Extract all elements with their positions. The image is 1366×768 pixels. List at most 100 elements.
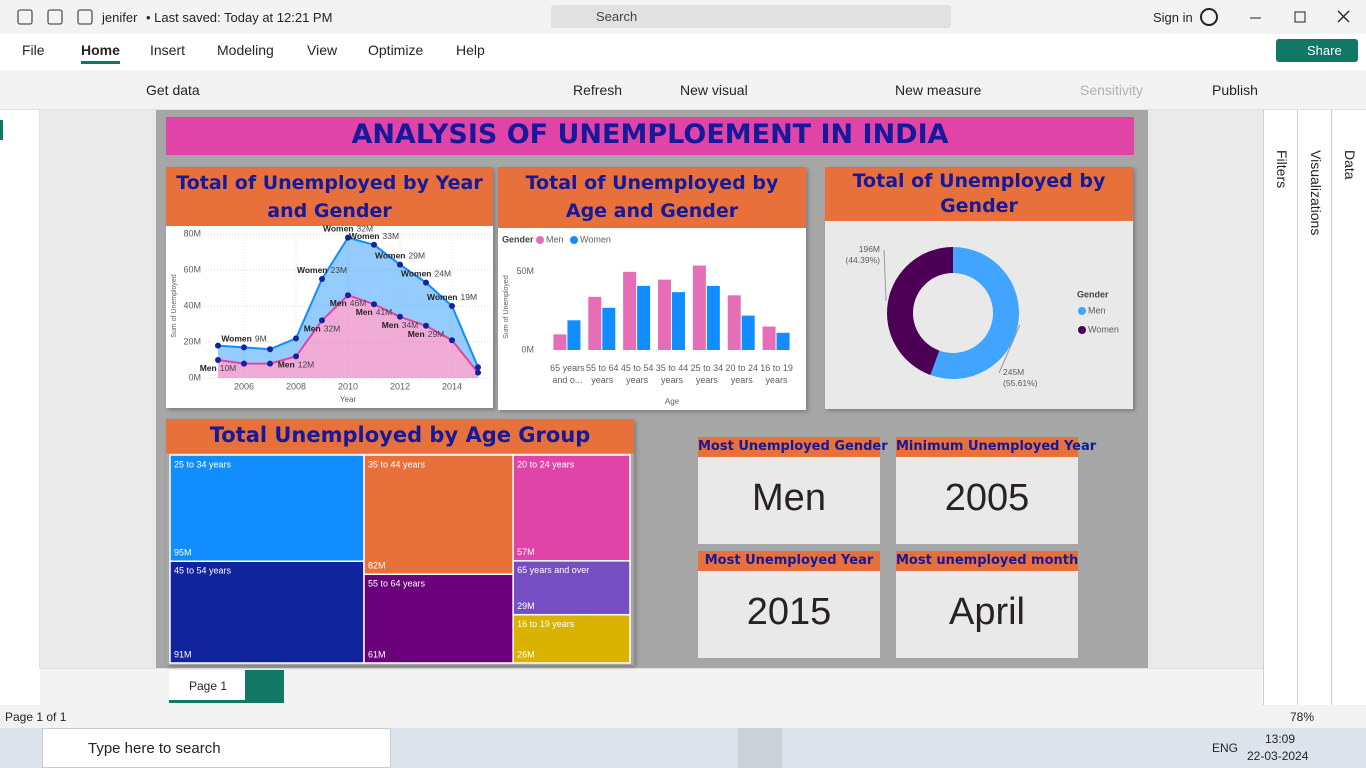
x-tick-label: 65 years and o... — [550, 363, 585, 385]
visual-header — [166, 167, 493, 226]
data-label: Women 24M — [401, 269, 451, 279]
toolbar-icon — [47, 9, 63, 25]
clock-date: 22-03-2024 — [1247, 749, 1309, 763]
tile-value: 57M — [517, 547, 535, 557]
data-label: 196M (44.39%) — [846, 244, 881, 265]
tile-value: 61M — [368, 649, 386, 659]
search-label: Search — [596, 9, 638, 24]
ribbon-button[interactable]: New visual — [680, 82, 748, 98]
page-tab-label: Page 1 — [189, 679, 228, 693]
bar — [637, 285, 651, 350]
menu-tab[interactable]: Home — [81, 42, 120, 58]
data-label-series: Women — [323, 224, 354, 234]
bar — [602, 307, 616, 350]
tile-label: 65 years and over — [517, 565, 589, 575]
data-label: Women 9M — [221, 334, 266, 344]
maximize — [1294, 11, 1306, 23]
data-label-value: 10M — [220, 363, 237, 373]
legend-title: Gender — [1077, 289, 1109, 299]
ribbon-button[interactable]: Get data — [146, 82, 200, 98]
ribbon — [0, 70, 1366, 110]
data-label-value: 29M — [428, 329, 445, 339]
ribbon-button[interactable]: Publish — [1212, 82, 1258, 98]
data-label: Men 34M — [382, 320, 419, 330]
menu-tab[interactable]: Help — [456, 42, 485, 58]
x-tick-label: 45 to 54 years — [620, 363, 654, 385]
tile-label: 25 to 34 years — [174, 459, 232, 469]
data-point — [241, 344, 247, 351]
legend-swatch — [536, 236, 544, 244]
card-value: 2015 — [746, 591, 832, 633]
data-label-value: 9M — [255, 334, 267, 344]
menu-tab[interactable]: Insert — [150, 42, 186, 58]
area — [218, 295, 478, 378]
menu-tab[interactable]: View — [307, 42, 338, 58]
ribbon-button[interactable]: Refresh — [573, 82, 623, 98]
menu-tab[interactable]: Optimize — [368, 42, 424, 58]
data-label: Women 29M — [375, 251, 425, 261]
data-point — [397, 261, 403, 268]
tile-value: 82M — [368, 561, 386, 571]
page-tab[interactable] — [169, 670, 245, 703]
data-label-series: Men — [382, 320, 399, 330]
bar — [567, 320, 581, 350]
share-button[interactable] — [1276, 39, 1358, 62]
data-label-series: Women — [401, 269, 432, 279]
active-tab-underline — [81, 61, 120, 64]
y-axis-title: Sum of Unemployed — [503, 275, 510, 339]
chart: Gender Men Women 0M 50M Sum of Unemployed Age — [502, 234, 790, 406]
data-label-value: 196M — [859, 244, 880, 254]
data-label: Women 33M — [349, 231, 399, 241]
pane-title[interactable]: Data — [1342, 150, 1358, 180]
menu-tab[interactable]: File — [22, 42, 45, 58]
treemap-tile — [169, 454, 365, 562]
data-point — [319, 276, 325, 282]
close — [1337, 10, 1350, 23]
ribbon-button[interactable]: Sensitivity — [1080, 82, 1144, 98]
ribbon-button[interactable]: New measure — [895, 82, 982, 98]
bar — [741, 315, 755, 350]
search-box[interactable] — [551, 5, 951, 28]
legend-swatch — [570, 236, 578, 244]
data-label-value: 24M — [435, 269, 452, 279]
tile-value: 26M — [517, 649, 535, 659]
pane-title[interactable]: Filters — [1274, 150, 1290, 189]
tile-value: 91M — [174, 649, 192, 659]
data-label-value: 34M — [402, 320, 419, 330]
visual-title: Total of Unemployed by Year and Gender — [176, 172, 483, 222]
pane-title[interactable]: Visualizations — [1308, 150, 1324, 236]
add-page[interactable] — [245, 670, 284, 703]
bar — [623, 271, 637, 350]
visual-title: Total of Unemployed by Age and Gender — [525, 172, 779, 222]
data-label: 245M (55.61%) — [1003, 367, 1038, 388]
x-tick-label: 35 to 44 years — [655, 363, 689, 385]
data-label-series: Women — [349, 231, 380, 241]
data-label-value: 46M — [350, 298, 367, 308]
data-point — [371, 301, 377, 308]
data-point — [345, 292, 351, 299]
taskbar-search[interactable] — [42, 728, 391, 768]
bar — [692, 265, 706, 350]
data-label-value: 33M — [383, 231, 400, 241]
chart: 245M (55.61%) 196M (44.39%) Gender Men Women — [846, 244, 1119, 388]
bar — [727, 295, 741, 350]
data-label-series: Women — [427, 292, 458, 302]
data-label: Women 19M — [427, 292, 477, 302]
data-label-value: 29M — [409, 251, 426, 261]
data-label-series: Men — [278, 360, 295, 370]
tile-label: 16 to 19 years — [517, 619, 575, 629]
data-label-series: Men — [356, 307, 373, 317]
card-value: 2005 — [944, 477, 1030, 519]
menu-tab[interactable]: Modeling — [217, 42, 274, 58]
data-point — [215, 357, 221, 363]
data-point — [475, 364, 481, 371]
legend-label: Men — [1088, 305, 1106, 315]
x-tick-label: 2008 — [286, 381, 306, 391]
data-point — [397, 313, 403, 320]
sign-in[interactable]: Sign in — [1153, 10, 1193, 25]
x-tick-label: 2012 — [390, 381, 410, 391]
leader-line — [883, 249, 887, 302]
visual-title: Total of Unemployed by Gender — [852, 170, 1106, 217]
data-label: Men 12M — [278, 360, 315, 370]
data-label-percent: (44.39%) — [846, 255, 881, 265]
